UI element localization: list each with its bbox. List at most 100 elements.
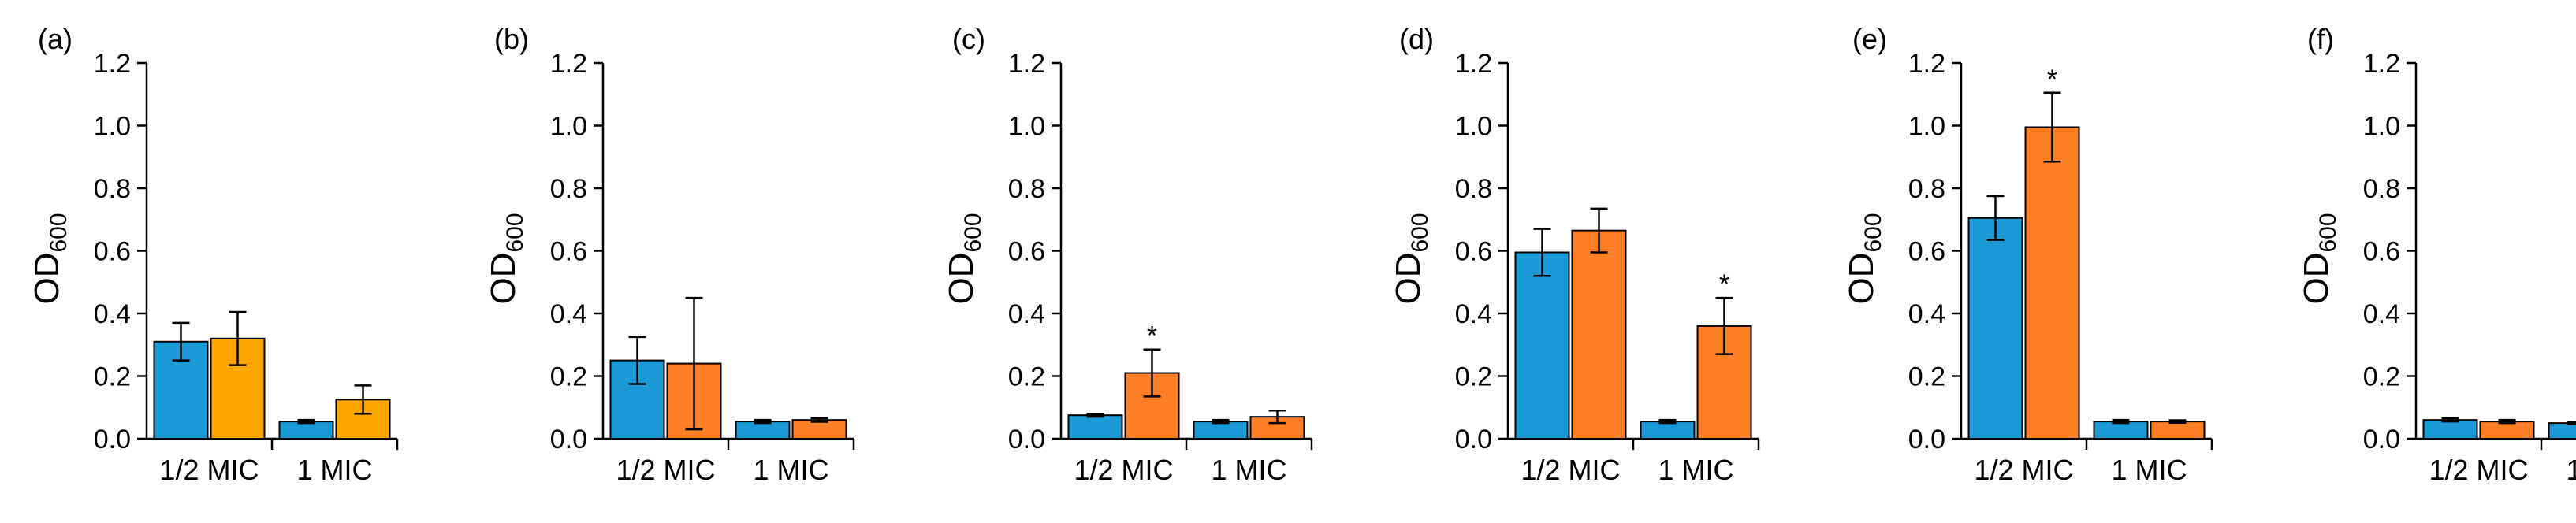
- y-tick-label: 0.2: [1908, 362, 1945, 392]
- bar-blue: [1514, 251, 1570, 440]
- y-tick-label: 0.2: [550, 362, 587, 392]
- y-axis-label-main: OD: [942, 253, 981, 305]
- y-axis-label-subscript: 600: [960, 213, 986, 252]
- y-axis-label-main: OD: [2297, 253, 2336, 305]
- x-category-label: 1 MIC: [753, 454, 828, 486]
- y-tick-label: 1.0: [94, 112, 131, 142]
- y-tick-label: 0.0: [2363, 425, 2400, 454]
- y-axis-label: OD600: [942, 213, 986, 304]
- y-axis-label-subscript: 600: [1860, 213, 1886, 252]
- x-category-label: 1/2 MIC: [1074, 454, 1173, 486]
- y-tick-label: 0.4: [1908, 299, 1945, 329]
- chart-panel-c: (c) OD600 0.0 0.2 0.4 0.6 0.8 1.0 1.2 1/2 MIC 1 MI…: [942, 23, 1313, 486]
- bar-blue: [1967, 217, 2023, 440]
- y-tick-label: 0.2: [1455, 362, 1492, 392]
- x-category-label: 1/2 MIC: [1521, 454, 1620, 486]
- x-category-label: 1 MIC: [1658, 454, 1733, 486]
- panel-label: (b): [494, 23, 529, 55]
- y-axis-label: OD600: [28, 213, 72, 304]
- y-tick-label: 0.6: [1908, 237, 1945, 267]
- y-tick-label: 1.2: [2363, 49, 2400, 79]
- y-tick-label: 0.2: [2363, 362, 2400, 392]
- x-category-label: 1/2 MIC: [616, 454, 715, 486]
- panel-label: (e): [1852, 23, 1887, 55]
- y-tick-label: 0.8: [1455, 174, 1492, 204]
- y-axis-label-subscript: 600: [1407, 213, 1433, 252]
- x-category-label: 1 MIC: [2566, 454, 2576, 486]
- y-tick-label: 0.4: [550, 299, 587, 329]
- y-tick-label: 0.6: [1008, 237, 1045, 267]
- y-tick-label: 1.0: [2363, 112, 2400, 142]
- bar-blue: [278, 421, 334, 440]
- y-axis-label-main: OD: [484, 253, 523, 305]
- bar-blue: [1193, 421, 1249, 440]
- y-axis-label-main: OD: [1842, 253, 1881, 305]
- y-axis-label-subscript: 600: [46, 213, 72, 252]
- y-tick-label: 0.0: [550, 425, 587, 454]
- y-axis-label-subscript: 600: [502, 213, 528, 252]
- y-tick-label: 0.6: [1455, 237, 1492, 267]
- y-axis-label: OD600: [484, 213, 528, 304]
- bar-orange: [2024, 126, 2080, 440]
- x-category-label: 1/2 MIC: [159, 454, 259, 486]
- y-axis-label: OD600: [1389, 213, 1433, 304]
- y-tick-label: 0.4: [1008, 299, 1045, 329]
- x-category-label: 1 MIC: [296, 454, 372, 486]
- y-axis-label-main: OD: [1389, 253, 1428, 305]
- x-category-label: 1/2 MIC: [1974, 454, 2073, 486]
- y-tick-label: 1.2: [1008, 49, 1045, 79]
- bar-orange: [2479, 421, 2535, 440]
- y-tick-label: 0.0: [1908, 425, 1945, 454]
- x-category-label: 1 MIC: [1211, 454, 1286, 486]
- y-axis-label: OD600: [2297, 213, 2341, 304]
- y-tick-label: 0.8: [1008, 174, 1045, 204]
- y-tick-label: 0.8: [550, 174, 587, 204]
- chart-panel-a: (a) OD600 0.0 0.2 0.4 0.6 0.8 1.0 1.2 1/2 MIC 1 MI…: [28, 23, 399, 486]
- significance-asterisk: *: [2047, 65, 2057, 95]
- y-tick-label: 0.6: [2363, 237, 2400, 267]
- y-tick-label: 1.0: [1455, 112, 1492, 142]
- panel-label: (a): [38, 23, 73, 55]
- y-tick-label: 0.6: [550, 237, 587, 267]
- significance-asterisk: *: [1147, 321, 1157, 351]
- y-tick-label: 0.4: [94, 299, 131, 329]
- chart-panel-b: (b) OD600 0.0 0.2 0.4 0.6 0.8 1.0 1.2 1/2 MIC 1 MI…: [484, 23, 855, 486]
- chart-panel-e: (e) OD600 0.0 0.2 0.4 0.6 0.8 1.0 1.2 1/2 MIC 1 MI…: [1842, 23, 2213, 486]
- y-tick-label: 0.0: [94, 425, 131, 454]
- panel-label: (f): [2307, 23, 2334, 55]
- bar-blue: [2548, 422, 2576, 440]
- panel-label: (c): [952, 23, 985, 55]
- y-tick-label: 0.0: [1455, 425, 1492, 454]
- significance-asterisk: *: [1719, 269, 1729, 299]
- y-tick-label: 0.2: [94, 362, 131, 392]
- y-tick-label: 1.0: [550, 112, 587, 142]
- y-tick-label: 0.6: [94, 237, 131, 267]
- y-tick-label: 0.4: [1455, 299, 1492, 329]
- bar-blue: [1067, 414, 1123, 440]
- y-tick-label: 0.0: [1008, 425, 1045, 454]
- x-category-label: 1 MIC: [2111, 454, 2187, 486]
- y-tick-label: 1.0: [1908, 112, 1945, 142]
- bar-orange: [2150, 421, 2206, 440]
- bar-blue: [2093, 421, 2149, 440]
- y-tick-label: 1.2: [1455, 49, 1492, 79]
- bar-blue: [2422, 419, 2478, 440]
- y-tick-label: 0.8: [94, 174, 131, 204]
- y-axis-label-main: OD: [28, 253, 66, 305]
- y-tick-label: 0.8: [2363, 174, 2400, 204]
- y-tick-label: 1.2: [94, 49, 131, 79]
- chart-panel-f: (f) OD600 0.0 0.2 0.4 0.6 0.8 1.0 1.2 1/2 MIC 1 MI…: [2297, 23, 2576, 486]
- y-tick-label: 0.4: [2363, 299, 2400, 329]
- y-axis-label: OD600: [1842, 213, 1886, 304]
- y-tick-label: 1.2: [1908, 49, 1945, 79]
- bar-orange: [1571, 229, 1627, 440]
- y-axis-label-subscript: 600: [2315, 213, 2341, 252]
- y-tick-label: 0.2: [1008, 362, 1045, 392]
- x-category-label: 1/2 MIC: [2429, 454, 2528, 486]
- bar-blue: [1640, 421, 1696, 440]
- chart-panel-d: (d) OD600 0.0 0.2 0.4 0.6 0.8 1.0 1.2 1/2 MIC 1 MI…: [1389, 23, 1760, 486]
- y-tick-label: 0.8: [1908, 174, 1945, 204]
- panel-label: (d): [1399, 23, 1434, 55]
- y-tick-label: 1.0: [1008, 112, 1045, 142]
